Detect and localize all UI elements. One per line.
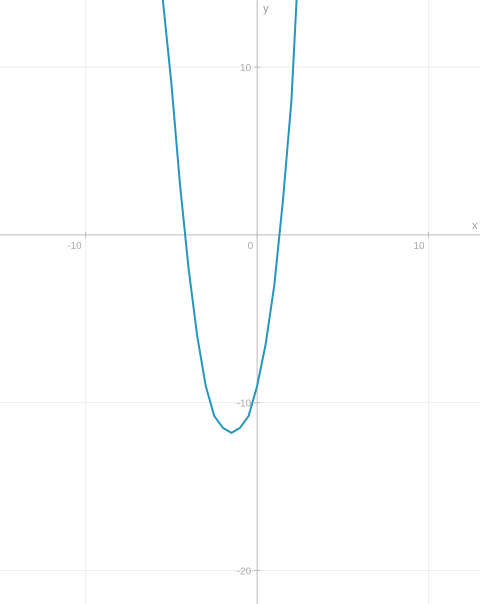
svg-text:y: y xyxy=(263,3,269,15)
svg-text:0: 0 xyxy=(248,241,254,252)
parabola-chart: -10 0 10 -20 -10 10 x y xyxy=(0,0,500,604)
svg-text:x: x xyxy=(472,220,478,232)
svg-text:10: 10 xyxy=(413,241,425,252)
svg-text:-10: -10 xyxy=(237,399,252,410)
svg-text:-10: -10 xyxy=(67,241,82,252)
svg-text:-20: -20 xyxy=(237,566,252,577)
chart-svg: -10 0 10 -20 -10 10 x y xyxy=(0,0,500,604)
svg-text:10: 10 xyxy=(240,63,252,74)
